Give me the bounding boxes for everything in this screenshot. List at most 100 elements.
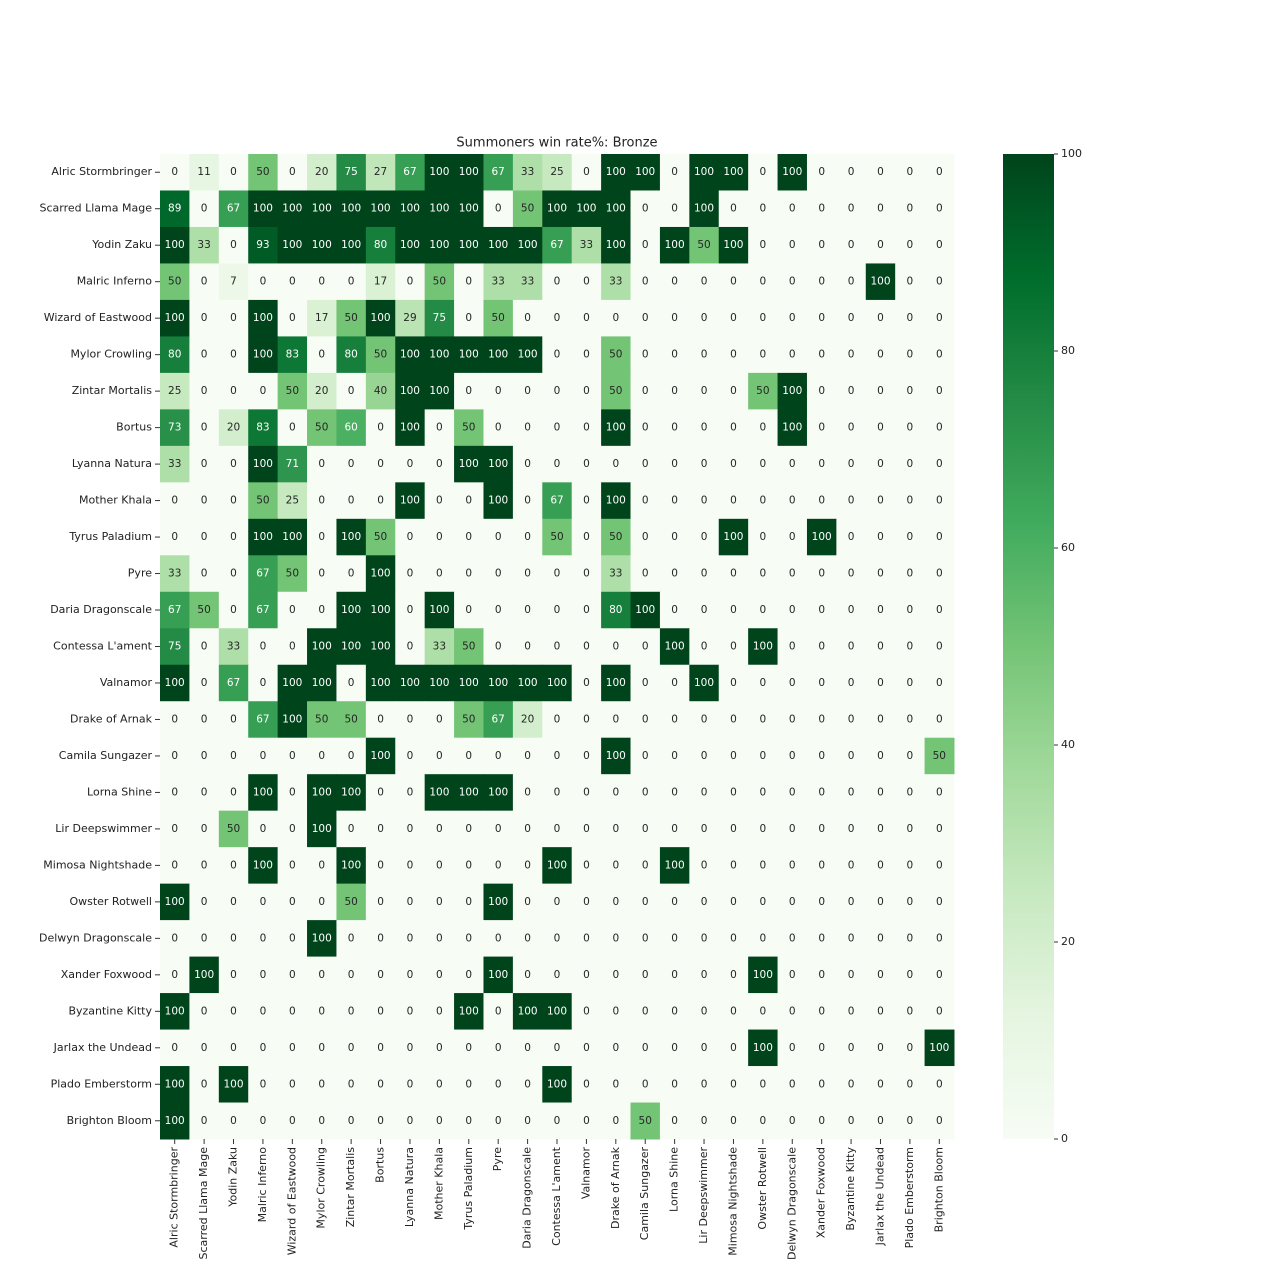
cell-label: 0 (701, 823, 708, 835)
heatmap-cell (248, 555, 279, 593)
cell-label: 0 (642, 422, 649, 434)
cell-label: 100 (371, 641, 391, 653)
heatmap-cell (454, 664, 484, 702)
heatmap-cell (689, 372, 720, 410)
heatmap-cell (865, 956, 896, 994)
heatmap-cell (601, 591, 632, 629)
cell-label: 7 (230, 276, 237, 288)
cell-label: 0 (936, 531, 943, 543)
cell-label: 33 (227, 641, 240, 653)
heatmap-cell (836, 555, 867, 593)
cell-label: 0 (377, 896, 384, 908)
cell-label: 100 (459, 677, 479, 689)
cell-label: 0 (465, 276, 472, 288)
heatmap-cell (806, 299, 837, 337)
heatmap-cell (659, 774, 690, 812)
heatmap-cell (307, 445, 337, 483)
cell-label: 71 (286, 458, 299, 470)
cell-label: 0 (907, 166, 914, 178)
cell-label: 0 (907, 713, 914, 725)
heatmap-cell (924, 154, 955, 191)
cell-label: 50 (286, 385, 299, 397)
cell-label: 100 (371, 312, 391, 324)
cell-label: 0 (554, 604, 561, 616)
column-label: Owster Rotwell (756, 1147, 769, 1230)
heatmap-cell (571, 701, 602, 739)
cell-label: 0 (436, 568, 443, 580)
cell-label: 0 (407, 969, 414, 981)
heatmap-cell (542, 847, 573, 885)
cell-label: 0 (671, 203, 678, 215)
cell-label: 50 (462, 713, 475, 725)
cell-label: 0 (377, 422, 384, 434)
cell-label: 67 (491, 166, 504, 178)
cell-label: 0 (907, 276, 914, 288)
cell-label: 0 (877, 896, 884, 908)
heatmap-cell (777, 591, 808, 629)
cell-label: 50 (609, 385, 622, 397)
heatmap-cell (777, 372, 808, 410)
cell-label: 50 (227, 823, 240, 835)
cell-label: 0 (524, 786, 531, 798)
cell-label: 0 (671, 568, 678, 580)
cell-label: 0 (230, 349, 237, 361)
heatmap-cell (160, 628, 190, 666)
heatmap-cell (865, 518, 896, 556)
cell-label: 0 (936, 932, 943, 944)
heatmap-cell (689, 591, 720, 629)
heatmap-cell (571, 336, 602, 374)
cell-label: 100 (429, 786, 449, 798)
cell-label: 0 (730, 1042, 737, 1054)
row-label: Mother Khala (79, 494, 152, 507)
row-label: Camila Sungazer (59, 749, 153, 762)
heatmap-cell (659, 993, 690, 1031)
cell-label: 67 (550, 495, 563, 507)
heatmap-cell (689, 263, 720, 301)
cell-label: 0 (789, 823, 796, 835)
cell-label: 50 (933, 750, 946, 762)
cell-label: 0 (848, 385, 855, 397)
cell-label: 0 (583, 859, 590, 871)
cell-label: 0 (642, 203, 649, 215)
cell-label: 100 (753, 1042, 773, 1054)
heatmap-cell (659, 701, 690, 739)
heatmap-cell (277, 737, 308, 775)
cell-label: 0 (377, 495, 384, 507)
cell-label: 0 (554, 786, 561, 798)
heatmap-cell (659, 190, 690, 228)
cell-label: 0 (907, 677, 914, 689)
heatmap-cell (630, 482, 661, 520)
cell-label: 0 (407, 896, 414, 908)
cell-label: 100 (606, 495, 626, 507)
heatmap-cell (718, 847, 749, 885)
cell-label: 0 (436, 932, 443, 944)
cell-label: 0 (377, 458, 384, 470)
heatmap-cell (865, 1029, 896, 1067)
cell-label: 17 (374, 276, 387, 288)
heatmap-cell (836, 847, 867, 885)
heatmap-cell (365, 482, 396, 520)
heatmap-cell (748, 993, 779, 1031)
cell-label: 33 (491, 276, 504, 288)
cell-label: 0 (877, 531, 884, 543)
heatmap-cell (483, 482, 514, 520)
cell-label: 0 (495, 604, 502, 616)
heatmap-cell (836, 956, 867, 994)
heatmap-cell (865, 555, 896, 593)
heatmap-cell (424, 226, 455, 264)
cell-label: 100 (400, 203, 420, 215)
heatmap-cell (630, 299, 661, 337)
cell-label: 100 (400, 495, 420, 507)
heatmap-cell (748, 664, 779, 702)
cell-label: 0 (936, 677, 943, 689)
cell-label: 0 (407, 859, 414, 871)
heatmap-cell (689, 1029, 720, 1067)
cell-label: 0 (260, 276, 267, 288)
heatmap-cell (718, 154, 749, 191)
heatmap-cell (718, 372, 749, 410)
cell-label: 0 (907, 385, 914, 397)
cell-label: 0 (907, 1005, 914, 1017)
cell-label: 0 (848, 1115, 855, 1127)
heatmap-cell (248, 628, 279, 666)
heatmap-cell (748, 518, 779, 556)
